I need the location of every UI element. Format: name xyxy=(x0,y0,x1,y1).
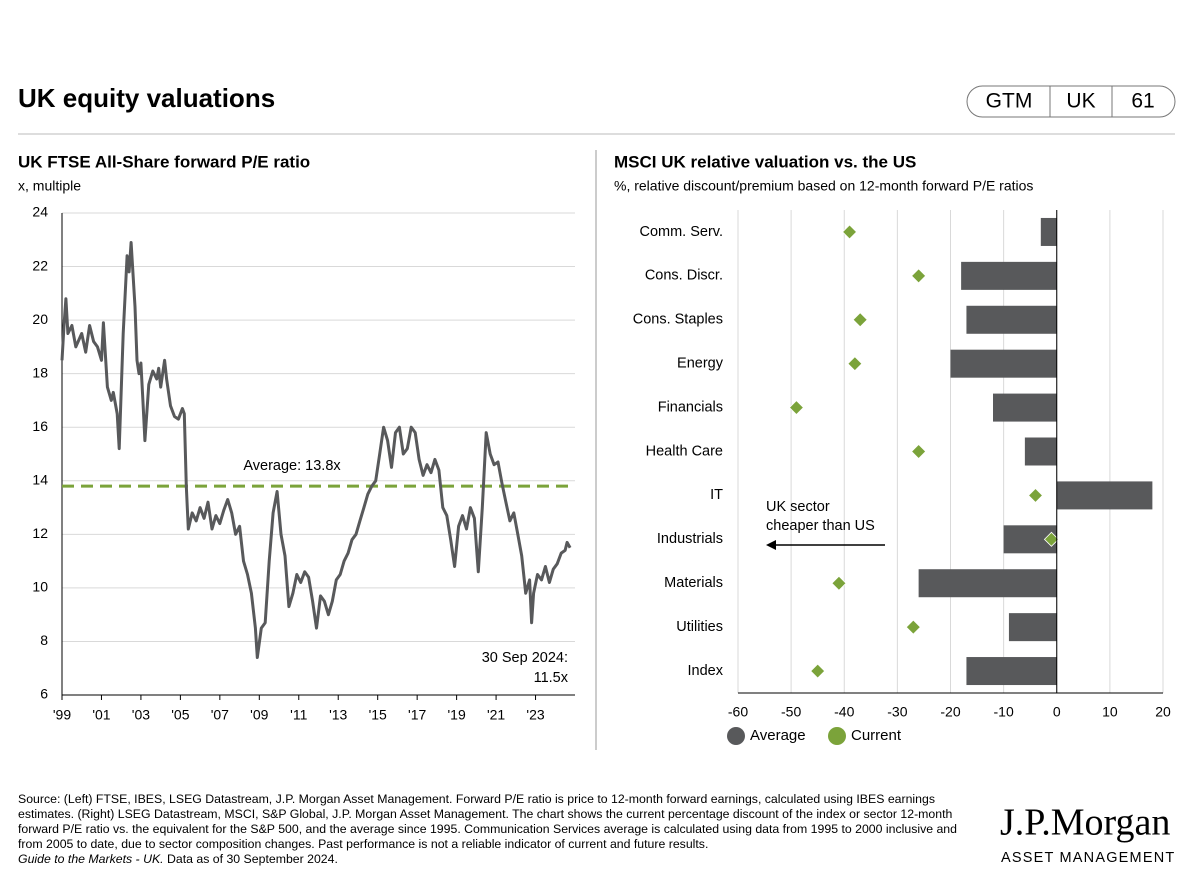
y-tick-label: 18 xyxy=(32,364,48,380)
bar xyxy=(950,349,1057,378)
as-of: Data as of 30 September 2024. xyxy=(167,852,338,866)
category-label: Materials xyxy=(664,575,723,591)
pe-line xyxy=(60,241,572,659)
bar xyxy=(1056,481,1153,510)
category-label: Cons. Discr. xyxy=(645,268,723,284)
x-tick-label: '11 xyxy=(290,707,307,723)
bar xyxy=(918,569,1057,598)
x-tick-label: '01 xyxy=(92,707,110,723)
badge-text: GTM xyxy=(986,90,1033,113)
badge xyxy=(966,85,1176,118)
page-title: UK equity valuations xyxy=(18,83,275,113)
x-tick-label: 0 xyxy=(1053,704,1061,720)
badge-text: 61 xyxy=(1131,90,1154,113)
bar xyxy=(1040,217,1057,246)
x-tick-label: '99 xyxy=(53,707,71,723)
x-tick-label: '15 xyxy=(369,707,387,723)
y-tick-label: 16 xyxy=(32,418,48,434)
x-tick-label: '05 xyxy=(171,707,189,723)
bar xyxy=(1024,437,1057,466)
category-label: IT xyxy=(710,487,723,503)
logo-tagline: ASSET MANAGEMENT xyxy=(1001,850,1175,866)
x-tick-label: '09 xyxy=(250,707,268,723)
category-label: Health Care xyxy=(646,443,723,459)
annotation: 11.5x xyxy=(534,670,569,686)
annotation: 30 Sep 2024: xyxy=(482,650,568,666)
category-label: Financials xyxy=(658,399,723,415)
bar xyxy=(1008,613,1057,642)
diamond xyxy=(841,224,858,240)
x-tick-label: -10 xyxy=(994,704,1014,720)
category-label: Industrials xyxy=(657,531,723,547)
x-tick-label: -40 xyxy=(834,704,854,720)
bar xyxy=(966,305,1057,334)
x-tick-label: -50 xyxy=(781,704,801,720)
category-label: Comm. Serv. xyxy=(639,224,723,240)
category-label: Index xyxy=(688,663,724,679)
source: Source: (Left) FTSE, IBES, LSEG Datastre… xyxy=(18,792,957,851)
y-tick-label: 8 xyxy=(40,632,48,648)
diamond xyxy=(1027,487,1044,503)
chart-title: MSCI UK relative valuation vs. the US xyxy=(614,152,916,171)
bar xyxy=(966,657,1057,686)
x-tick-label: '17 xyxy=(408,707,426,723)
x-tick-label: '19 xyxy=(447,707,465,723)
x-tick-label: -20 xyxy=(940,704,960,720)
annotation: cheaper than US xyxy=(766,518,875,534)
diamond xyxy=(847,356,863,372)
chart-title: UK FTSE All-Share forward P/E ratio xyxy=(18,152,310,171)
diamond xyxy=(810,663,826,679)
badge-text: UK xyxy=(1066,90,1095,113)
x-tick-label: '23 xyxy=(526,707,544,723)
arrow-head xyxy=(766,540,776,550)
y-tick-label: 12 xyxy=(32,525,48,541)
chart-subtitle: %, relative discount/premium based on 12… xyxy=(614,178,1033,194)
x-tick-label: '07 xyxy=(211,707,229,723)
category-label: Cons. Staples xyxy=(633,312,723,328)
logo: J.P.Morgan xyxy=(1000,802,1170,844)
legend-marker xyxy=(828,727,846,745)
y-tick-label: 6 xyxy=(40,686,48,702)
y-tick-label: 14 xyxy=(32,471,48,487)
x-tick-label: '03 xyxy=(132,707,150,723)
legend-label: Average xyxy=(750,727,806,744)
category-label: Utilities xyxy=(676,619,723,635)
diamond xyxy=(852,312,868,328)
y-tick-label: 24 xyxy=(32,204,48,220)
y-tick-label: 20 xyxy=(32,311,48,327)
diamond xyxy=(905,619,921,635)
category-label: Energy xyxy=(677,356,724,372)
diamond xyxy=(911,443,927,460)
guide: Guide to the Markets - UK. xyxy=(18,852,164,866)
annotation: UK sector xyxy=(766,499,830,515)
diamond xyxy=(788,400,805,416)
x-tick-label: 20 xyxy=(1155,704,1171,720)
footer: Source: (Left) FTSE, IBES, LSEG Datastre… xyxy=(18,792,968,867)
legend-marker xyxy=(727,727,745,745)
bar xyxy=(993,393,1057,422)
bar xyxy=(961,261,1057,290)
y-tick-label: 22 xyxy=(32,257,48,273)
y-tick-label: 10 xyxy=(32,579,48,595)
x-tick-label: '21 xyxy=(487,707,505,723)
diamond xyxy=(911,268,927,284)
legend-label: Current xyxy=(851,727,902,744)
x-tick-label: -30 xyxy=(887,704,907,720)
diamond xyxy=(1043,531,1060,547)
x-tick-label: '13 xyxy=(329,707,347,723)
diamond xyxy=(831,575,847,591)
x-tick-label: -60 xyxy=(728,704,748,720)
chart-subtitle: x, multiple xyxy=(18,178,81,194)
x-tick-label: 10 xyxy=(1102,704,1118,720)
average-label: Average: 13.8x xyxy=(243,458,341,474)
